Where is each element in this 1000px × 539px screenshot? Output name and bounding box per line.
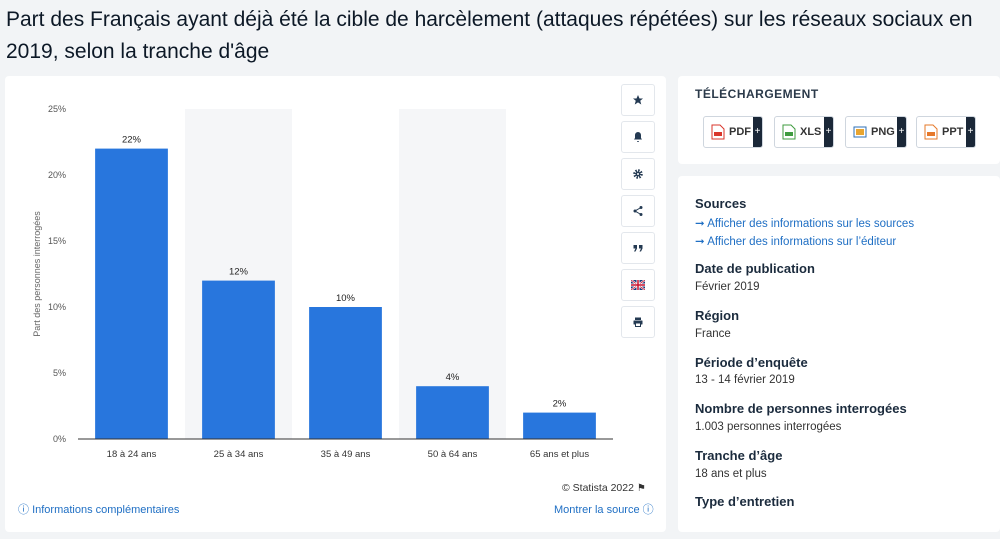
bar-value-label: 12%: [229, 267, 249, 278]
print-button[interactable]: [621, 306, 655, 338]
plus-icon: +: [824, 117, 833, 147]
respondents-heading: Nombre de personnes interrogées: [695, 401, 907, 416]
quote-icon: [633, 245, 643, 252]
settings-button[interactable]: [621, 158, 655, 190]
download-ppt-button[interactable]: PPT +: [916, 116, 976, 148]
gear-icon: [633, 169, 643, 179]
flag-icon: [631, 280, 645, 290]
print-icon: [633, 317, 643, 327]
interview-type-heading: Type d’entretien: [695, 494, 795, 509]
cite-button[interactable]: [621, 232, 655, 264]
xls-label: XLS: [800, 126, 822, 138]
bar: [309, 307, 382, 439]
pdf-file-icon: [711, 124, 725, 140]
sources-heading: Sources: [695, 196, 747, 211]
bar: [95, 148, 168, 439]
bar-chart: 0% 5% 10% 15% 20% 25% Part des personnes inter…: [32, 104, 613, 460]
sources-link[interactable]: ➞ Afficher des informations sur les sour…: [695, 216, 914, 230]
publication-date-value: Février 2019: [695, 281, 760, 293]
arrow-right-icon: ➞: [695, 236, 705, 248]
region-value: France: [695, 328, 731, 340]
language-button[interactable]: [621, 269, 655, 301]
credit-text: © Statista 2022: [562, 482, 634, 494]
download-png-button[interactable]: PNG +: [845, 116, 907, 148]
ppt-label: PPT: [942, 126, 964, 138]
y-tick-label: 5%: [53, 368, 66, 378]
bar: [202, 280, 275, 439]
y-tick-label: 25%: [48, 104, 66, 114]
xls-file-icon: [782, 124, 796, 140]
info-circle-icon: ⓘ: [18, 504, 29, 516]
publication-date-heading: Date de publication: [695, 261, 815, 276]
y-tick-label: 15%: [48, 236, 66, 246]
x-tick-label: 50 à 64 ans: [428, 449, 478, 460]
flag-small-icon: ⚑: [636, 483, 646, 494]
x-tick-label: 25 à 34 ans: [214, 449, 264, 460]
x-tick-label: 65 ans et plus: [530, 449, 589, 460]
more-info-link[interactable]: ⓘ Informations complémentaires: [18, 501, 179, 517]
bar: [523, 412, 596, 439]
download-title: TÉLÉCHARGEMENT: [695, 87, 819, 101]
chart-band: [399, 109, 506, 439]
publisher-link[interactable]: ➞ Afficher des informations sur l’éditeu…: [695, 234, 896, 248]
region-heading: Région: [695, 308, 740, 323]
download-card: TÉLÉCHARGEMENT PDF + XLS + PNG + PPT +: [678, 76, 1000, 164]
ppt-file-icon: [924, 124, 938, 140]
statista-credit: © Statista 2022 ⚑: [562, 482, 646, 494]
share-icon: [633, 206, 643, 216]
survey-period-heading: Période d’enquête: [695, 355, 808, 370]
plus-icon: +: [966, 117, 975, 147]
x-tick-label: 18 à 24 ans: [107, 449, 157, 460]
download-xls-button[interactable]: XLS +: [774, 116, 834, 148]
bar-value-label: 10%: [336, 293, 356, 304]
bar-value-label: 4%: [446, 372, 460, 383]
pdf-label: PDF: [729, 126, 751, 138]
show-source-label: Montrer la source: [554, 504, 640, 516]
favorite-button[interactable]: [621, 84, 655, 116]
bar-value-label: 22%: [122, 135, 142, 146]
arrow-right-icon: ➞: [695, 218, 705, 230]
png-file-icon: [853, 124, 867, 140]
show-source-link[interactable]: Montrer la source ⓘ: [554, 501, 654, 517]
bell-icon: [634, 132, 642, 142]
x-tick-label: 35 à 49 ans: [321, 449, 371, 460]
share-button[interactable]: [621, 195, 655, 227]
respondents-value: 1.003 personnes interrogées: [695, 421, 842, 433]
y-tick-label: 20%: [48, 170, 66, 180]
chart-action-bar: [621, 84, 655, 343]
y-axis-label: Part des personnes interrogées: [32, 211, 42, 337]
info-card: Sources ➞ Afficher des informations sur …: [678, 176, 1000, 532]
survey-period-value: 13 - 14 février 2019: [695, 374, 795, 386]
info-circle-icon: ⓘ: [642, 504, 654, 516]
bar-value-label: 2%: [553, 399, 567, 410]
publisher-link-label: Afficher des informations sur l’éditeur: [707, 236, 897, 248]
download-pdf-button[interactable]: PDF +: [703, 116, 763, 148]
plus-icon: +: [897, 117, 906, 147]
bar: [416, 386, 489, 439]
page-title: Part des Français ayant déjà été la cibl…: [6, 8, 973, 63]
age-range-heading: Tranche d’âge: [695, 448, 783, 463]
png-label: PNG: [871, 126, 895, 138]
sources-link-label: Afficher des informations sur les source…: [707, 218, 915, 230]
notification-button[interactable]: [621, 121, 655, 153]
more-info-label: Informations complémentaires: [32, 504, 180, 516]
y-tick-label: 10%: [48, 302, 66, 312]
age-range-value: 18 ans et plus: [695, 468, 767, 480]
star-icon: [633, 95, 643, 105]
y-tick-label: 0%: [53, 434, 66, 444]
plus-icon: +: [753, 117, 762, 147]
